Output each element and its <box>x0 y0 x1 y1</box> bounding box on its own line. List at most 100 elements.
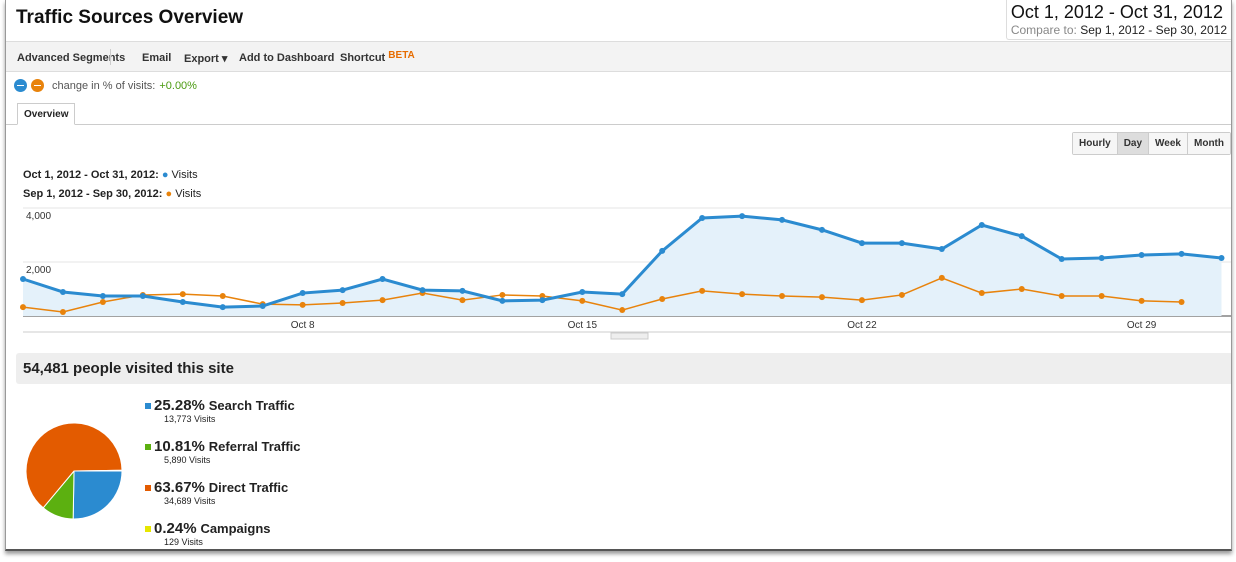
data-point[interactable] <box>20 304 26 311</box>
data-point[interactable] <box>978 290 985 297</box>
pie-slice[interactable] <box>25 422 123 509</box>
add-to-dashboard-button[interactable]: Add to Dashboard <box>239 52 335 64</box>
data-point[interactable] <box>219 293 226 300</box>
data-point[interactable] <box>379 297 386 304</box>
date-range-picker[interactable]: Oct 1, 2012 - Oct 31, 2012 Compare to: S… <box>1005 0 1231 40</box>
data-point[interactable] <box>739 213 746 220</box>
data-point[interactable] <box>1138 251 1145 258</box>
legend-previous: Sep 1, 2012 - Sep 30, 2012: ● Visits <box>23 188 201 201</box>
data-point[interactable] <box>699 287 706 294</box>
source-percent: 0.24% <box>154 520 197 537</box>
data-point[interactable] <box>938 274 945 281</box>
visits-line-chart[interactable]: Oct 8 Oct 15 Oct 22 Oct 29 2,000 4,000 <box>6 0 1232 345</box>
data-point[interactable] <box>819 226 825 233</box>
granularity-hourly[interactable]: Hourly <box>1073 133 1118 154</box>
segment-orange-icon[interactable] <box>31 79 44 92</box>
granularity-week[interactable]: Week <box>1149 133 1188 154</box>
source-name[interactable]: Campaigns <box>200 521 271 536</box>
export-button[interactable]: Export ▾ <box>184 53 228 65</box>
data-point[interactable] <box>59 308 66 315</box>
data-point[interactable] <box>179 291 186 298</box>
data-point[interactable] <box>659 295 666 302</box>
data-point[interactable] <box>259 303 266 310</box>
legend-metric: Visits <box>175 188 202 200</box>
data-point[interactable] <box>339 287 346 294</box>
data-point[interactable] <box>819 294 825 301</box>
swatch-icon <box>145 485 151 492</box>
data-point[interactable] <box>379 276 386 283</box>
data-point[interactable] <box>299 301 306 308</box>
segment-change: change in % of visits: +0.00% <box>14 79 197 92</box>
traffic-source-2[interactable]: 63.67% Direct Traffic 34,689 Visits <box>145 479 288 506</box>
swatch-icon <box>145 403 151 410</box>
data-point[interactable] <box>898 291 905 298</box>
data-point[interactable] <box>1138 297 1145 304</box>
chart-resize-handle[interactable] <box>610 332 649 340</box>
data-point[interactable] <box>99 293 106 300</box>
data-point[interactable] <box>779 216 786 223</box>
data-point[interactable] <box>739 291 746 298</box>
segment-blue-icon[interactable] <box>14 79 27 92</box>
legend-current: Oct 1, 2012 - Oct 31, 2012: ● Visits <box>23 169 198 182</box>
data-point[interactable] <box>419 287 426 294</box>
data-point[interactable] <box>99 298 106 305</box>
legend-range: Oct 1, 2012 - Oct 31, 2012: <box>23 169 159 181</box>
data-point[interactable] <box>858 240 865 247</box>
data-point[interactable] <box>699 214 706 221</box>
source-name[interactable]: Referral Traffic <box>208 439 301 454</box>
data-point[interactable] <box>579 297 586 304</box>
data-point[interactable] <box>659 247 666 254</box>
data-point[interactable] <box>898 240 905 247</box>
data-point[interactable] <box>1098 254 1105 261</box>
data-point[interactable] <box>459 297 466 304</box>
data-point[interactable] <box>1018 286 1025 292</box>
email-button[interactable]: Email <box>142 52 172 64</box>
data-point[interactable] <box>59 288 66 295</box>
source-visits: 129 Visits <box>164 537 203 547</box>
data-point[interactable] <box>619 291 626 298</box>
data-point[interactable] <box>539 297 546 304</box>
x-tick-label: Oct 22 <box>847 320 877 331</box>
data-point[interactable] <box>1058 256 1065 263</box>
data-point[interactable] <box>499 291 506 298</box>
legend-dot-icon: ● <box>161 169 169 181</box>
granularity-month[interactable]: Month <box>1188 133 1230 154</box>
swatch-icon <box>145 526 151 533</box>
advanced-segments-button[interactable]: Advanced Segments <box>17 52 126 64</box>
traffic-source-0[interactable]: 25.28% Search Traffic 13,773 Visits <box>145 397 295 424</box>
data-point[interactable] <box>579 288 586 295</box>
source-name[interactable]: Direct Traffic <box>208 480 289 495</box>
tab-bar-line <box>6 124 1231 125</box>
shortcut-button[interactable]: Shortcut BETA <box>340 50 415 64</box>
data-point[interactable] <box>459 287 466 294</box>
traffic-source-3[interactable]: 0.24% Campaigns 129 Visits <box>145 520 271 547</box>
traffic-source-1[interactable]: 10.81% Referral Traffic 5,890 Visits <box>145 438 301 465</box>
data-point[interactable] <box>1218 254 1225 261</box>
pie-slice[interactable] <box>73 469 123 472</box>
data-point[interactable] <box>139 293 146 300</box>
data-point[interactable] <box>339 300 346 307</box>
data-point[interactable] <box>1178 250 1185 257</box>
data-point[interactable] <box>619 307 626 314</box>
data-point[interactable] <box>779 293 786 300</box>
data-point[interactable] <box>499 297 506 304</box>
data-point[interactable] <box>978 222 985 229</box>
y-tick-label: 2,000 <box>26 265 51 276</box>
tab-overview[interactable]: Overview <box>17 103 76 125</box>
data-point[interactable] <box>1018 233 1025 240</box>
data-point[interactable] <box>1178 298 1185 305</box>
pie-slice[interactable] <box>72 470 123 520</box>
compare-range: Sep 1, 2012 - Sep 30, 2012 <box>1080 23 1227 37</box>
granularity-day[interactable]: Day <box>1117 133 1150 154</box>
source-name[interactable]: Search Traffic <box>208 398 295 413</box>
data-point[interactable] <box>1098 293 1105 300</box>
legend-dot-icon: ● <box>165 188 173 200</box>
window: Traffic Sources Overview Oct 1, 2012 - O… <box>5 0 1232 551</box>
data-point[interactable] <box>299 290 306 297</box>
data-point[interactable] <box>219 304 226 311</box>
data-point[interactable] <box>1058 293 1065 300</box>
data-point[interactable] <box>858 297 865 304</box>
data-point[interactable] <box>938 246 945 253</box>
data-point[interactable] <box>20 276 26 283</box>
data-point[interactable] <box>179 298 186 305</box>
